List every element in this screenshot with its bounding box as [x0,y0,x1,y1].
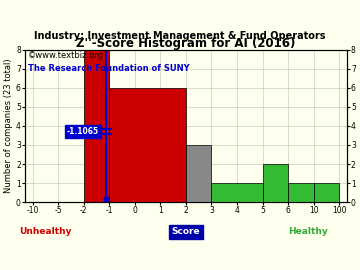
Text: The Research Foundation of SUNY: The Research Foundation of SUNY [28,63,189,73]
Text: Industry: Investment Management & Fund Operators: Industry: Investment Management & Fund O… [34,31,326,41]
Bar [84,50,109,202]
Y-axis label: Number of companies (23 total): Number of companies (23 total) [4,59,13,193]
Bar [211,183,262,202]
Title: Z''-Score Histogram for AI (2016): Z''-Score Histogram for AI (2016) [76,36,296,50]
Bar [186,145,211,202]
Bar [262,164,288,202]
Text: ©www.textbiz.org: ©www.textbiz.org [28,51,104,60]
Text: Healthy: Healthy [289,227,328,236]
Text: Score: Score [172,227,200,236]
Text: Unhealthy: Unhealthy [19,227,72,236]
Bar [314,183,339,202]
Bar [288,183,314,202]
Text: -1.1065: -1.1065 [67,127,99,136]
Bar [109,88,186,202]
